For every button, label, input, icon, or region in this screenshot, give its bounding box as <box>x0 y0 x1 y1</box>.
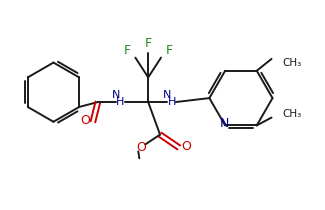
Text: CH₃: CH₃ <box>282 58 302 68</box>
Text: H: H <box>168 97 176 107</box>
Text: N: N <box>163 90 171 100</box>
Text: O: O <box>136 141 146 154</box>
Text: N: N <box>219 117 229 130</box>
Text: F: F <box>124 44 131 57</box>
Text: O: O <box>80 114 90 127</box>
Text: F: F <box>165 44 173 57</box>
Text: F: F <box>145 37 152 50</box>
Text: CH₃: CH₃ <box>282 109 302 119</box>
Text: H: H <box>116 97 125 107</box>
Text: N: N <box>111 90 120 100</box>
Text: O: O <box>181 140 191 153</box>
